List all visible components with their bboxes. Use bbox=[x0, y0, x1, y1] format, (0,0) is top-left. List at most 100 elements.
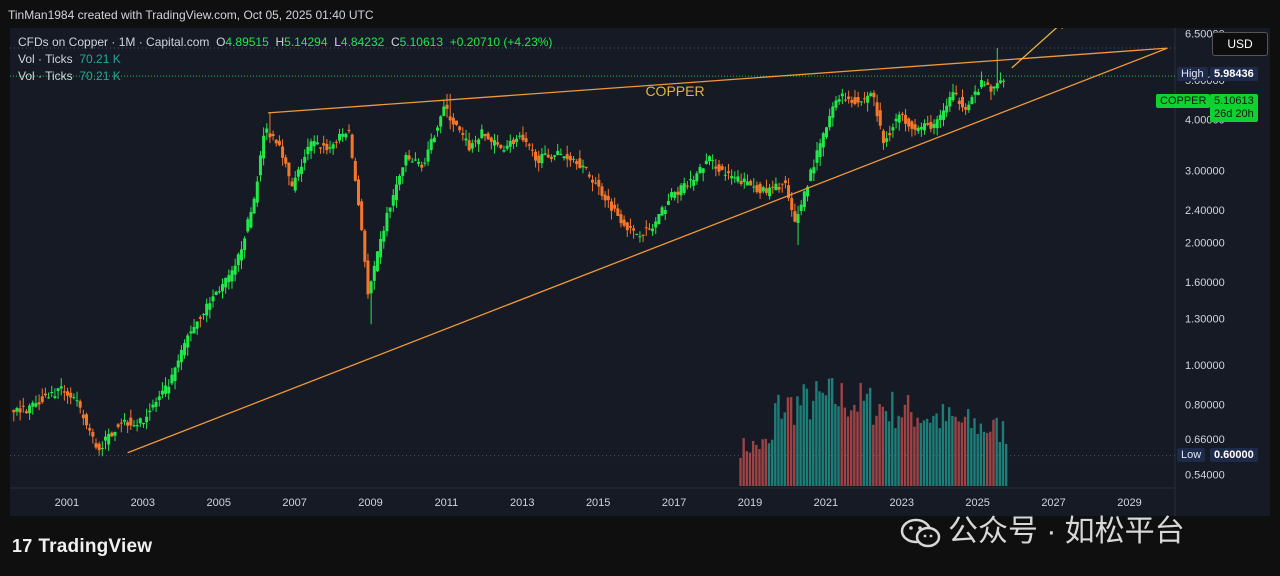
chart-frame[interactable]: 6.500005.000004.000003.000002.400002.000… bbox=[10, 28, 1270, 516]
x-tick-label: 2003 bbox=[131, 497, 155, 509]
candle-body bbox=[682, 183, 686, 193]
candle-body bbox=[236, 254, 240, 266]
volume-bar bbox=[966, 409, 970, 486]
volume-bar bbox=[808, 419, 812, 486]
volume-bar bbox=[783, 412, 786, 486]
candle-body bbox=[470, 143, 474, 149]
candle-body bbox=[869, 93, 873, 96]
volume-bar bbox=[742, 438, 745, 486]
candle-body bbox=[736, 176, 740, 182]
candle-body bbox=[695, 173, 699, 182]
x-tick-label: 2007 bbox=[282, 497, 306, 509]
candle-body bbox=[407, 155, 411, 160]
high-tag-label: High bbox=[1177, 67, 1208, 81]
candle-body bbox=[157, 396, 161, 400]
candle-body bbox=[233, 265, 237, 275]
candle-body bbox=[872, 92, 876, 98]
legend-close: 5.10613 bbox=[399, 35, 444, 49]
volume-bar bbox=[938, 428, 941, 486]
candle-body bbox=[780, 183, 784, 185]
volume-bar bbox=[916, 417, 919, 486]
candle-body bbox=[508, 140, 512, 147]
candle-body bbox=[505, 145, 509, 149]
candle-body bbox=[651, 228, 655, 232]
volume-bar bbox=[1001, 421, 1005, 486]
candle-body bbox=[221, 284, 225, 292]
candle-body bbox=[382, 230, 386, 242]
volume-bar bbox=[789, 397, 793, 486]
volume-bar bbox=[770, 439, 774, 486]
candle-body bbox=[942, 110, 946, 120]
volume-bar bbox=[862, 400, 866, 486]
legend-volume-1[interactable]: Vol · Ticks 70.21 K bbox=[18, 52, 121, 66]
candle-body bbox=[663, 210, 667, 215]
candle-body bbox=[369, 281, 373, 294]
volume-bar bbox=[767, 443, 771, 486]
y-tick-label: 0.54000 bbox=[1185, 469, 1225, 481]
volume-bar bbox=[957, 421, 960, 486]
volume-bar bbox=[929, 422, 932, 486]
candle-body bbox=[107, 433, 111, 445]
candle-body bbox=[904, 114, 908, 124]
volume-bar bbox=[976, 433, 979, 486]
candle-body bbox=[72, 397, 76, 399]
volume-bar bbox=[935, 413, 938, 486]
candle-body bbox=[363, 230, 367, 262]
candle-body bbox=[429, 139, 433, 151]
currency-button[interactable]: USD bbox=[1212, 32, 1268, 56]
x-tick-label: 2027 bbox=[1041, 497, 1065, 509]
y-tick-label: 1.00000 bbox=[1185, 360, 1225, 372]
candle-body bbox=[701, 168, 705, 173]
candle-body bbox=[496, 142, 500, 145]
volume-bar bbox=[913, 426, 916, 486]
trendline-upper bbox=[267, 47, 1168, 114]
volume-bar bbox=[944, 421, 948, 486]
candle-body bbox=[749, 180, 753, 186]
candle-body bbox=[723, 174, 727, 176]
candle-body bbox=[556, 151, 560, 155]
candle-body bbox=[246, 219, 250, 232]
candle-body bbox=[847, 96, 851, 100]
candle-body bbox=[818, 143, 822, 158]
candle-body bbox=[12, 410, 16, 413]
chart-plot[interactable]: 6.500005.000004.000003.000002.400002.000… bbox=[10, 28, 1270, 516]
candle-body bbox=[777, 187, 781, 190]
watermark: 公众号 · 如松平台 bbox=[900, 506, 1185, 550]
candle-body bbox=[379, 238, 383, 258]
candle-body bbox=[461, 133, 465, 135]
y-tick-label: 2.40000 bbox=[1185, 205, 1225, 217]
candle-body bbox=[524, 138, 528, 143]
candle-body bbox=[543, 153, 547, 155]
candle-body bbox=[609, 201, 613, 211]
volume-bar bbox=[985, 433, 989, 486]
candle-body bbox=[309, 141, 313, 152]
legend-volume-2[interactable]: Vol · Ticks 70.21 K bbox=[18, 69, 121, 83]
volume-bar bbox=[796, 396, 799, 486]
candle-body bbox=[913, 124, 917, 130]
candle-body bbox=[467, 140, 471, 151]
candle-body bbox=[885, 138, 889, 142]
candle-body bbox=[670, 192, 674, 198]
candle-body bbox=[600, 186, 604, 196]
candle-body bbox=[243, 238, 247, 251]
candle-body bbox=[372, 265, 376, 281]
candle-body bbox=[802, 191, 806, 208]
candle-body bbox=[657, 213, 661, 225]
candle-body bbox=[417, 161, 421, 164]
volume-bar bbox=[891, 391, 894, 486]
candle-body bbox=[840, 93, 844, 97]
candle-body bbox=[100, 448, 104, 450]
candle-body bbox=[334, 141, 338, 143]
candle-body bbox=[21, 405, 25, 407]
tradingview-logo[interactable]: 17 TradingView bbox=[12, 536, 152, 558]
candle-body bbox=[186, 335, 190, 348]
candle-body bbox=[154, 401, 158, 407]
candle-body bbox=[733, 177, 737, 179]
candle-body bbox=[385, 212, 389, 232]
candle-body bbox=[445, 104, 449, 109]
low-tag-value: 0.60000 bbox=[1210, 448, 1258, 462]
volume-bar bbox=[881, 406, 885, 486]
legend-symbol[interactable]: CFDs on Copper · 1M · Capital.com bbox=[18, 35, 210, 49]
candle-body bbox=[439, 116, 443, 127]
candle-body bbox=[290, 181, 294, 187]
